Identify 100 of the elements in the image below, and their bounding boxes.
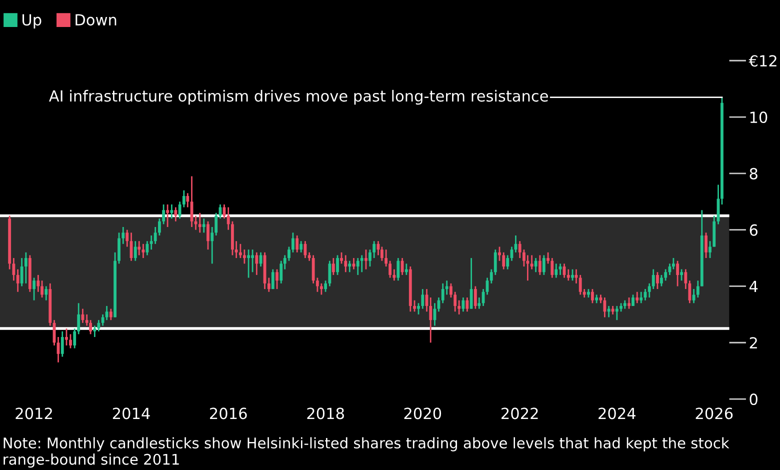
candlestick (344, 254, 348, 273)
x-tick-label: 2024 (598, 408, 636, 420)
candlestick (109, 308, 112, 321)
candlestick (542, 254, 546, 276)
candlestick (708, 240, 712, 259)
candlestick (170, 204, 174, 220)
candlestick (636, 291, 639, 304)
candlestick (242, 248, 246, 264)
x-tick-label: 2020 (404, 408, 442, 420)
candlestick (65, 328, 68, 346)
candlestick (462, 296, 465, 312)
candlestick (251, 248, 254, 273)
x-tick-label: 2022 (502, 408, 538, 420)
candlestick (271, 268, 274, 290)
candlestick (413, 300, 416, 312)
candlestick (578, 274, 582, 296)
legend-label: Down (76, 14, 116, 26)
candlestick (454, 291, 457, 312)
candlestick (44, 286, 48, 302)
candlestick (546, 252, 550, 264)
candlestick (360, 254, 364, 273)
y-tick-label: 8 (750, 168, 758, 180)
candlestick (202, 218, 206, 234)
candlestick (478, 296, 481, 310)
candlestick (259, 252, 262, 268)
candlestick (105, 305, 108, 321)
candlestick (664, 268, 668, 282)
candlestick (154, 226, 157, 245)
candlestick (660, 274, 663, 287)
candlestick (530, 254, 534, 270)
candlestick (449, 282, 452, 298)
candlestick (69, 333, 72, 349)
x-tick-label: 2018 (307, 408, 344, 420)
x-tick-label: 2026 (696, 408, 733, 420)
y-tick-label: 0 (750, 393, 758, 406)
candlestick (328, 260, 332, 287)
candlestick (356, 257, 360, 276)
candlestick (558, 262, 562, 276)
candlestick (680, 268, 684, 282)
candlestick (296, 234, 299, 254)
candlestick (352, 257, 356, 270)
candlestick (656, 271, 659, 290)
y-tick-label: 6 (750, 224, 758, 236)
candlestick (574, 268, 578, 284)
candlestick (340, 252, 343, 264)
candlestick (276, 268, 278, 290)
annotation: AI infrastructure optimism drives move past long-term resistance (48, 90, 548, 105)
candlestick (162, 204, 166, 225)
candlestick (404, 262, 408, 276)
candlestick (16, 268, 20, 293)
candlestick (615, 305, 618, 321)
candlestick (372, 240, 376, 259)
candlestick (300, 240, 303, 254)
candlestick (292, 232, 294, 254)
legend-label: Up (22, 14, 42, 29)
candlestick (417, 302, 420, 316)
candlestick (441, 282, 444, 304)
candlestick (206, 220, 210, 250)
candlestick (607, 305, 610, 318)
candlestick (421, 288, 424, 310)
candlestick (24, 252, 28, 284)
candlestick (126, 229, 129, 248)
candlestick (142, 243, 145, 259)
text: Note: Monthly candlesticks show Helsinki-listed shares trading above levels that had kept the stock range-bound since 2011 (4, 437, 730, 468)
candlestick (118, 232, 120, 264)
candlestick (652, 268, 655, 290)
candlestick (174, 206, 178, 222)
x-tick-label: 2014 (112, 408, 150, 420)
candlestick (304, 240, 307, 259)
candlestick (676, 260, 680, 287)
candlestick (534, 257, 538, 273)
candlestick (198, 212, 202, 234)
candlestick (640, 291, 643, 304)
candlestick (566, 268, 570, 282)
candlestick (247, 248, 250, 278)
candlestick (704, 232, 708, 259)
candlestick (332, 257, 335, 276)
candlestick (32, 277, 36, 302)
candlestick (498, 246, 501, 262)
candlestick (538, 254, 542, 276)
x-tick-label: 2012 (16, 408, 52, 420)
candlestick (226, 206, 230, 231)
candlestick (571, 268, 574, 282)
y-tick-label: €12 (748, 55, 776, 67)
candlestick (186, 192, 190, 208)
candlestick (466, 296, 469, 312)
candlestick (470, 257, 473, 310)
candlestick (696, 280, 700, 298)
candlestick (628, 296, 630, 310)
candlestick (550, 257, 554, 278)
candlestick (134, 240, 137, 262)
candlestick (166, 204, 170, 228)
candlestick (122, 226, 125, 245)
candlestick (364, 248, 368, 270)
candlestick (502, 252, 506, 270)
candlestick (288, 246, 290, 262)
candlestick (368, 248, 372, 268)
candlestick (554, 262, 558, 278)
candlestick (60, 330, 64, 358)
candlestick (518, 240, 522, 259)
